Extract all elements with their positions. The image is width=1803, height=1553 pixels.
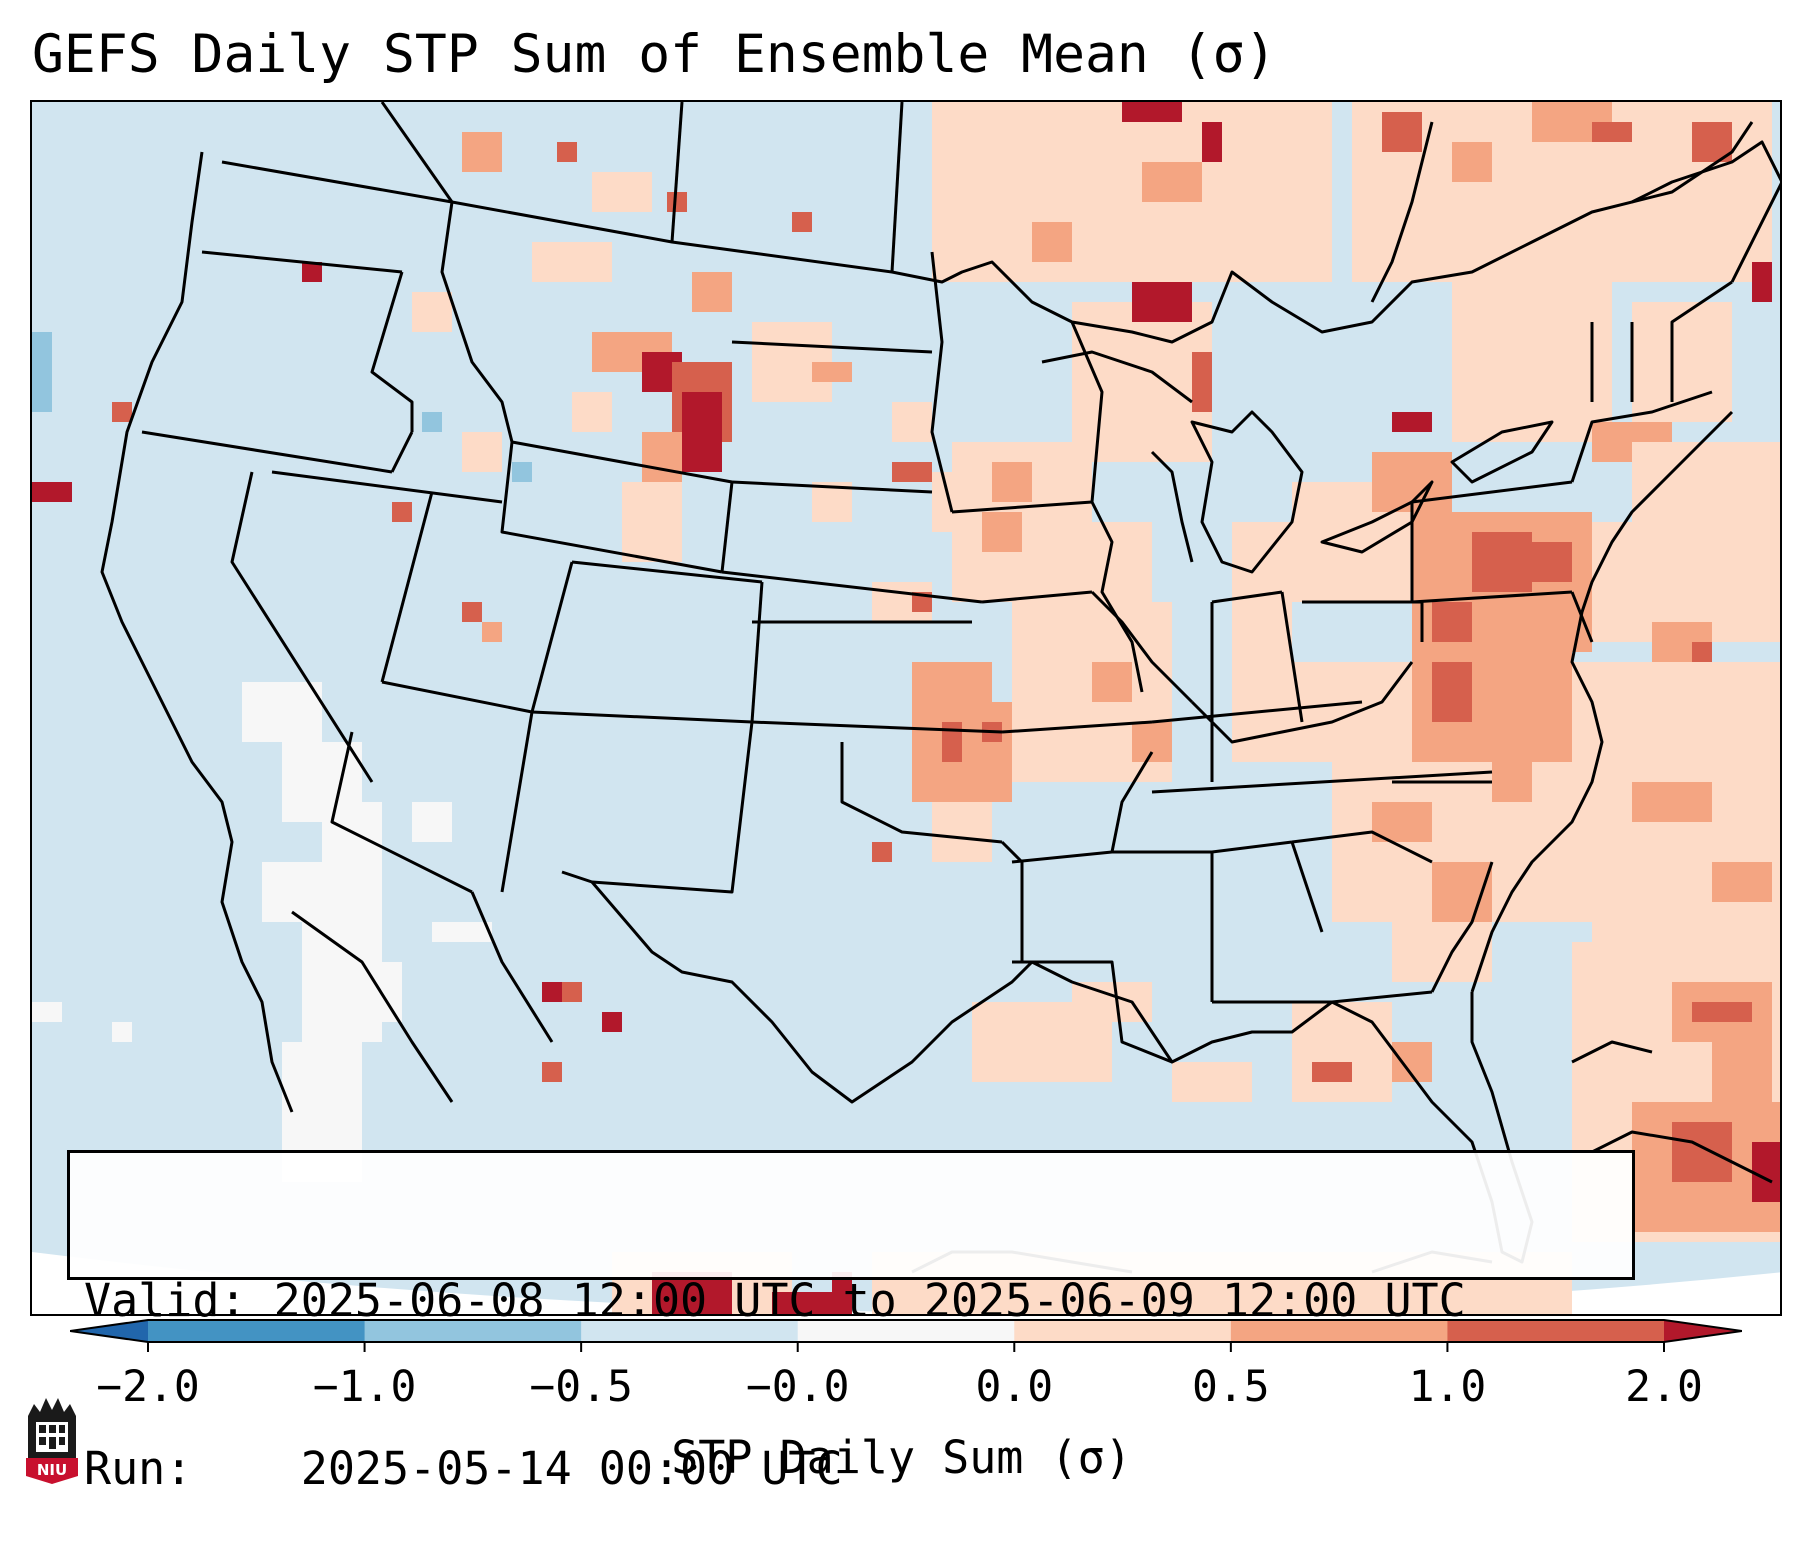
run-value: 2025-05-14 00:00 UTC [300, 1442, 843, 1495]
boundaries [100, 102, 1780, 1274]
colorbar-bin [1014, 1320, 1232, 1342]
colorbar-tick-label: −0.0 [745, 1362, 850, 1412]
run-label: Run: [84, 1442, 193, 1495]
niu-logo-icon: NIU [26, 1398, 78, 1484]
colorbar-tick-label: 0.5 [1192, 1362, 1270, 1412]
colorbar-bin [364, 1320, 582, 1342]
colorbar-bin [581, 1320, 799, 1342]
valid-label: Valid: [84, 1274, 247, 1327]
stp-map [32, 102, 1780, 1314]
colorbar-tick-label: 0.0 [975, 1362, 1054, 1412]
logo-text: NIU [37, 1461, 67, 1479]
validity-info-box: Valid: 2025-06-08 12:00 UTC to 2025-06-0… [67, 1150, 1635, 1495]
colorbar-bin [1447, 1320, 1665, 1342]
niu-logo: NIU [22, 1394, 82, 1490]
run-row: Run: 2025-05-14 00:00 UTC [84, 1441, 1632, 1497]
map-panel [30, 100, 1782, 1316]
colorbar-tick-label: −0.5 [529, 1362, 633, 1412]
colorbar [69, 1318, 1743, 1362]
colorbar-tick-label: 2.0 [1625, 1362, 1703, 1412]
valid-row: Valid: 2025-06-08 12:00 UTC to 2025-06-0… [84, 1273, 1632, 1329]
colorbar-tick-label: 1.0 [1408, 1362, 1487, 1412]
colorbar-tick-label: −1.0 [312, 1362, 417, 1412]
valid-value: 2025-06-08 12:00 UTC to 2025-06-09 12:00… [273, 1274, 1466, 1327]
colorbar-extend-low [70, 1320, 148, 1342]
colorbar-bin [148, 1320, 366, 1342]
colorbar-tick-label: −2.0 [96, 1362, 200, 1412]
colorbar-extend-high [1664, 1320, 1742, 1342]
chart-title: GEFS Daily STP Sum of Ensemble Mean (σ) [32, 24, 1277, 85]
colorbar-bin [1230, 1320, 1448, 1342]
colorbar-label: STP Daily Sum (σ) [671, 1431, 1132, 1484]
colorbar-bin [797, 1320, 1015, 1342]
